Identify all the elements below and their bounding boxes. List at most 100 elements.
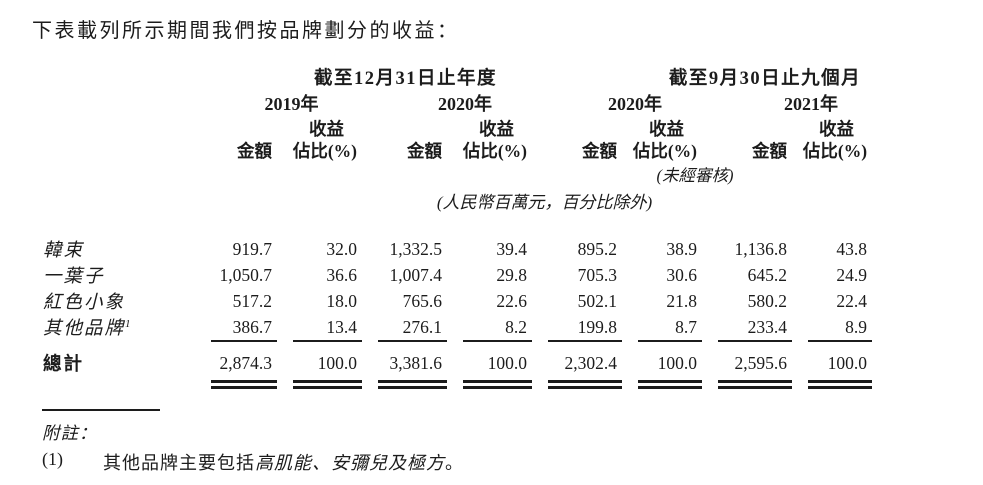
year-header-2020-9m: 2020年 — [608, 94, 663, 114]
share-header: 收益 佔比(%) — [462, 119, 528, 161]
value-cell: 895.2 — [577, 238, 618, 259]
column-rule — [463, 340, 533, 342]
year-header-2021-9m: 2021年 — [784, 94, 839, 114]
unit-note: (人民幣百萬元，百分比除外) — [436, 193, 653, 212]
value-cell: 765.6 — [402, 290, 442, 311]
table-row-hongsexiaoxiang: 紅色小象 517.2 18.0 765.6 22.6 502.1 21.8 58… — [30, 288, 872, 314]
value-cell: 276.1 — [402, 316, 442, 337]
footnote-text-prefix: 其他品牌主要包括 — [103, 453, 255, 473]
column-rule — [293, 340, 362, 342]
unaudited-note: (未經審核) — [656, 166, 734, 185]
total-row: 總計 2,874.3 100.0 3,381.6 100.0 2,302.4 1… — [30, 348, 872, 380]
total-label: 總計 — [43, 355, 85, 375]
double-underline — [463, 380, 533, 389]
double-underline — [211, 380, 277, 389]
double-rule-row — [30, 380, 873, 394]
double-underline — [718, 380, 793, 389]
footnote-text-suffix: 。 — [445, 453, 464, 473]
period-group-fy-header: 截至12月31日止年度 — [314, 69, 498, 89]
column-rule — [638, 340, 703, 342]
value-cell: 22.6 — [496, 290, 528, 311]
revenue-by-brand-table: 截至12月31日止年度 截至9月30日止九個月 2019年 2020年 2020… — [30, 62, 873, 394]
double-underline — [808, 380, 873, 389]
column-rule — [548, 340, 623, 342]
period-group-9m-header: 截至9月30日止九個月 — [668, 69, 862, 89]
brand-name: 其他品牌1 — [43, 317, 131, 339]
value-cell: 1,050.7 — [219, 264, 273, 285]
value-cell: 38.9 — [666, 238, 698, 259]
value-cell: 8.7 — [675, 316, 698, 337]
value-cell: 43.8 — [836, 238, 868, 259]
value-cell: 919.7 — [232, 238, 272, 259]
value-cell: 13.4 — [326, 316, 357, 337]
value-cell: 517.2 — [232, 290, 272, 311]
sub-header-row: 金額 收益 佔比(%) 金額 收益 佔比(%) 金額 收益 佔比(%) 金額 收益 佔比… — [30, 116, 872, 162]
value-cell: 645.2 — [747, 264, 788, 285]
value-cell: 233.4 — [747, 316, 788, 337]
footnote-ref: 1 — [125, 317, 131, 330]
table-row-hanshu: 韓束 919.7 32.0 1,332.5 39.4 895.2 38.9 1,… — [30, 236, 872, 262]
value-cell: 32.0 — [326, 238, 357, 259]
unit-note-row: (人民幣百萬元，百分比除外) — [30, 186, 872, 218]
single-rule-row — [30, 340, 873, 348]
total-value-cell: 100.0 — [317, 352, 357, 373]
amount-header: 金額 — [237, 141, 272, 161]
footnotes-label: 附註： — [42, 423, 98, 443]
amount-header: 金額 — [582, 141, 618, 161]
total-value-cell: 100.0 — [827, 352, 868, 373]
value-cell: 502.1 — [577, 290, 618, 311]
value-cell: 8.2 — [505, 316, 528, 337]
value-cell: 29.8 — [496, 264, 528, 285]
column-rule — [718, 340, 793, 342]
year-header-2019: 2019年 — [264, 94, 319, 114]
value-cell: 30.6 — [666, 264, 698, 285]
brand-name: 一葉子 — [43, 267, 105, 287]
double-underline — [548, 380, 623, 389]
footnote-text: 其他品牌主要包括高肌能、安彌兒及極方。 — [103, 449, 464, 475]
value-cell: 1,136.8 — [734, 238, 788, 259]
double-underline — [638, 380, 703, 389]
total-value-cell: 2,874.3 — [219, 352, 273, 373]
value-cell: 199.8 — [577, 316, 618, 337]
column-rule — [808, 340, 873, 342]
total-value-cell: 100.0 — [657, 352, 698, 373]
brand-name: 紅色小象 — [43, 293, 126, 313]
value-cell: 36.6 — [326, 264, 357, 285]
total-value-cell: 2,302.4 — [564, 352, 618, 373]
footnote-item: (1) 其他品牌主要包括高肌能、安彌兒及極方。 — [42, 449, 464, 475]
value-cell: 39.4 — [496, 238, 528, 259]
footnote-divider — [42, 409, 160, 411]
share-header: 收益 佔比(%) — [292, 119, 357, 161]
value-cell: 24.9 — [836, 264, 868, 285]
value-cell: 8.9 — [845, 316, 868, 337]
total-value-cell: 100.0 — [487, 352, 528, 373]
value-cell: 18.0 — [326, 290, 357, 311]
brand-name: 韓束 — [43, 241, 85, 261]
share-header: 收益 佔比(%) — [632, 119, 698, 161]
value-cell: 22.4 — [836, 290, 868, 311]
value-cell: 1,007.4 — [389, 264, 443, 285]
year-header-2020fy: 2020年 — [438, 94, 492, 114]
double-underline — [378, 380, 447, 389]
column-rule — [378, 340, 447, 342]
value-cell: 21.8 — [666, 290, 698, 311]
footnote-number: (1) — [42, 449, 63, 469]
table-row-yiyezi: 一葉子 1,050.7 36.6 1,007.4 29.8 705.3 30.6… — [30, 262, 872, 288]
double-underline — [293, 380, 362, 389]
year-header-row: 2019年 2020年 2020年 2021年 — [30, 90, 872, 116]
value-cell: 1,332.5 — [389, 238, 443, 259]
total-value-cell: 2,595.6 — [734, 352, 788, 373]
unaudited-note-row: (未經審核) — [30, 162, 872, 186]
amount-header: 金額 — [752, 141, 788, 161]
value-cell: 705.3 — [577, 264, 618, 285]
value-cell: 580.2 — [747, 290, 788, 311]
total-value-cell: 3,381.6 — [389, 352, 443, 373]
period-group-header-row: 截至12月31日止年度 截至9月30日止九個月 — [30, 62, 872, 90]
footnote-brand-names: 高肌能、安彌兒及極方 — [255, 453, 445, 473]
table-row-other-brands: 其他品牌1 386.7 13.4 276.1 8.2 199.8 8.7 233… — [30, 314, 872, 340]
share-header: 收益 佔比(%) — [802, 119, 868, 161]
amount-header: 金額 — [407, 141, 442, 161]
column-rule — [211, 340, 277, 342]
value-cell: 386.7 — [232, 316, 272, 337]
